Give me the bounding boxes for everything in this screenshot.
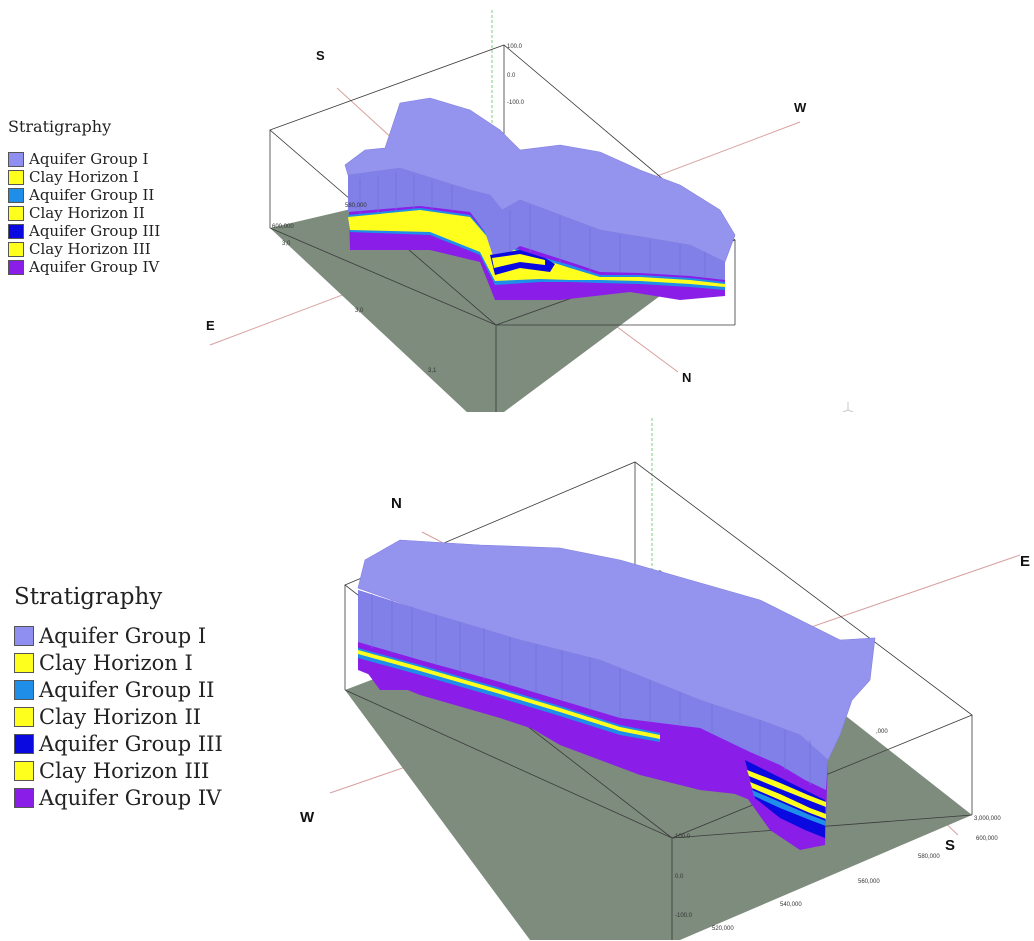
bottom-3d-model-view: N E W S 100.0 0.0 -100.0 520,000 540,000… xyxy=(300,418,1030,940)
legend-label: Clay Horizon III xyxy=(39,758,210,783)
legend-item-clay-horizon-1: Clay Horizon I xyxy=(14,649,223,676)
legend-item-aquifer-group-2: Aquifer Group II xyxy=(14,676,223,703)
bounding-box xyxy=(344,461,973,940)
legend-swatch xyxy=(14,760,34,781)
legend-swatch xyxy=(14,787,34,808)
legend-swatch xyxy=(8,259,24,275)
easting-tick-label: 600,000 xyxy=(976,836,998,842)
easting-tick-label: 560,000 xyxy=(858,879,880,885)
axis-triad xyxy=(841,402,855,412)
z-tick-label: 0.0 xyxy=(507,73,516,79)
legend-swatch xyxy=(8,205,24,221)
legend-swatch xyxy=(14,625,34,646)
legend-item-aquifer-group-4: Aquifer Group IV xyxy=(8,258,160,276)
legend-label: Clay Horizon I xyxy=(29,168,139,186)
easting-tick-label: 520,000 xyxy=(712,926,734,932)
side-tick-label: 580,000 xyxy=(345,203,367,209)
legend-label: Clay Horizon III xyxy=(29,240,151,258)
legend-swatch xyxy=(14,706,34,727)
legend-top: Stratigraphy Aquifer Group I Clay Horizo… xyxy=(8,117,160,276)
z-tick-label: -100.0 xyxy=(675,913,693,919)
z-tick-label: 100.0 xyxy=(675,834,691,840)
easting-tick-label: 580,000 xyxy=(918,854,940,860)
side-tick-label: 3,0 xyxy=(355,308,364,314)
model-side-streaks xyxy=(371,594,811,785)
northing-tick-label: ,000 xyxy=(876,729,888,735)
legend-swatch xyxy=(14,652,34,673)
legend-label: Aquifer Group III xyxy=(39,731,223,756)
strata-block xyxy=(348,168,725,300)
strata-block xyxy=(358,590,828,850)
z-tick-label: 100.0 xyxy=(507,44,523,50)
easting-tick-label: 540,000 xyxy=(780,902,802,908)
direction-label-n: N xyxy=(682,370,691,385)
legend-title: Stratigraphy xyxy=(14,584,163,610)
direction-label-s: S xyxy=(316,48,325,63)
legend-label: Aquifer Group III xyxy=(29,222,161,240)
legend-item-clay-horizon-2: Clay Horizon II xyxy=(8,204,160,222)
bounding-box xyxy=(269,44,736,412)
legend-item-aquifer-group-3: Aquifer Group III xyxy=(8,222,160,240)
direction-label-w: W xyxy=(794,100,807,115)
legend-item-aquifer-group-1: Aquifer Group I xyxy=(14,622,223,649)
direction-label-e: E xyxy=(206,318,215,333)
legend-label: Aquifer Group IV xyxy=(39,785,222,810)
legend-swatch xyxy=(14,733,34,754)
legend-item-clay-horizon-1: Clay Horizon I xyxy=(8,168,160,186)
legend-swatch xyxy=(8,241,24,257)
direction-label-s: S xyxy=(945,837,955,854)
legend-label: Aquifer Group I xyxy=(29,150,149,168)
legend-label: Aquifer Group II xyxy=(29,186,155,204)
legend-swatch xyxy=(8,151,24,167)
legend-swatch xyxy=(8,187,24,203)
legend-bottom: Stratigraphy Aquifer Group I Clay Horizo… xyxy=(14,584,223,811)
legend-item-clay-horizon-3: Clay Horizon III xyxy=(14,757,223,784)
model-side-streaks xyxy=(359,172,706,278)
legend-title: Stratigraphy xyxy=(8,117,112,136)
legend-swatch xyxy=(14,679,34,700)
side-tick-label: 600,000 xyxy=(272,224,294,230)
aquifer-group-1-surface xyxy=(344,97,736,263)
direction-label-w: W xyxy=(300,809,315,826)
legend-label: Aquifer Group I xyxy=(39,623,207,648)
legend-item-clay-horizon-2: Clay Horizon II xyxy=(14,703,223,730)
northing-tick-label: 3,000,000 xyxy=(974,816,1001,822)
direction-label-e: E xyxy=(1020,553,1030,570)
legend-item-aquifer-group-1: Aquifer Group I xyxy=(8,150,160,168)
legend-label: Aquifer Group IV xyxy=(29,258,160,276)
legend-label: Clay Horizon II xyxy=(29,204,145,222)
side-tick-label: 3,0 xyxy=(282,241,291,247)
legend-label: Aquifer Group II xyxy=(39,677,215,702)
direction-label-n: N xyxy=(391,495,402,512)
legend-item-clay-horizon-3: Clay Horizon III xyxy=(8,240,160,258)
legend-label: Clay Horizon II xyxy=(39,704,202,729)
legend-label: Clay Horizon I xyxy=(39,650,193,675)
side-tick-label: 3,1 xyxy=(428,368,437,374)
legend-swatch xyxy=(8,169,24,185)
top-3d-model-view: S W E N 100.0 0.0 -100.0 580,000 600,000… xyxy=(206,10,855,412)
z-tick-label: 0.0 xyxy=(675,874,684,880)
legend-item-aquifer-group-4: Aquifer Group IV xyxy=(14,784,223,811)
legend-swatch xyxy=(8,223,24,239)
legend-item-aquifer-group-3: Aquifer Group III xyxy=(14,730,223,757)
z-tick-label: -100.0 xyxy=(507,100,525,106)
legend-item-aquifer-group-2: Aquifer Group II xyxy=(8,186,160,204)
